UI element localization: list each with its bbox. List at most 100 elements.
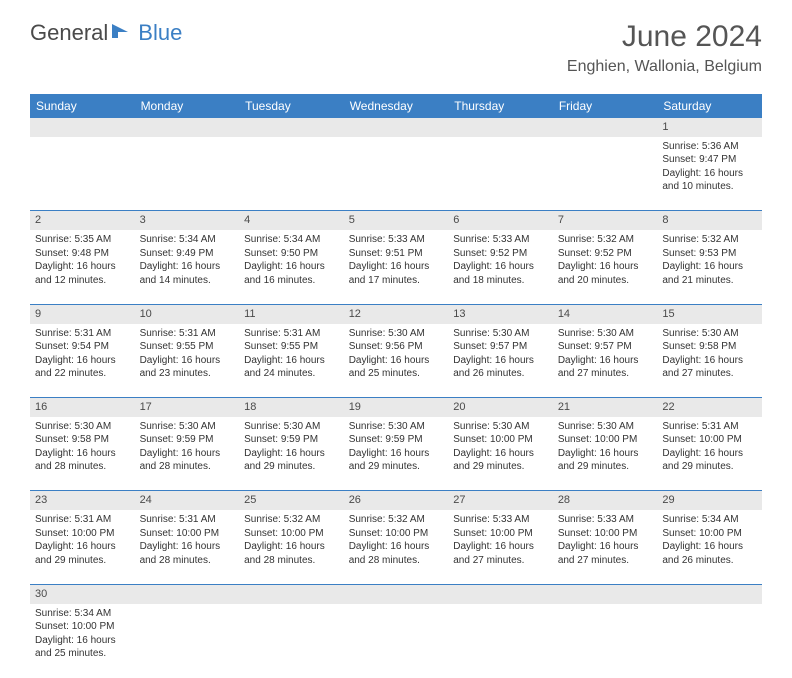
logo: General Blue	[30, 20, 182, 46]
daylight-text: Daylight: 16 hours	[453, 260, 548, 274]
daylight-text: and 12 minutes.	[35, 274, 130, 288]
sunrise-text: Sunrise: 5:31 AM	[244, 327, 339, 341]
day-cell: Sunrise: 5:31 AMSunset: 9:55 PMDaylight:…	[239, 324, 344, 398]
day-number: 7	[553, 211, 658, 230]
day-number: 8	[657, 211, 762, 230]
sunrise-text: Sunrise: 5:34 AM	[244, 233, 339, 247]
day-number: 12	[344, 304, 449, 323]
day-number: 2	[30, 211, 135, 230]
sunset-text: Sunset: 9:59 PM	[349, 433, 444, 447]
sunrise-text: Sunrise: 5:30 AM	[140, 420, 235, 434]
title-block: June 2024 Enghien, Wallonia, Belgium	[567, 20, 762, 76]
sunset-text: Sunset: 10:00 PM	[35, 527, 130, 541]
day-number: 28	[553, 491, 658, 510]
daylight-text: Daylight: 16 hours	[558, 447, 653, 461]
day-cell: Sunrise: 5:35 AMSunset: 9:48 PMDaylight:…	[30, 230, 135, 304]
week-row: Sunrise: 5:30 AM Sunset: 9:58 PM Daylight:…	[30, 417, 762, 491]
daylight-text: and 26 minutes.	[662, 554, 757, 568]
logo-text-general: General	[30, 20, 108, 46]
daylight-text: and 21 minutes.	[662, 274, 757, 288]
day-cell: Sunrise: 5:30 AMSunset: 9:59 PMDaylight:…	[239, 417, 344, 491]
day-number: 22	[657, 398, 762, 417]
day-cell: Sunrise: 5:34 AMSunset: 9:49 PMDaylight:…	[135, 230, 240, 304]
sunrise-text: Sunrise: 5:32 AM	[662, 233, 757, 247]
sunset-text: Sunset: 10:00 PM	[244, 527, 339, 541]
day-cell: Sunrise: 5:33 AMSunset: 9:51 PMDaylight:…	[344, 230, 449, 304]
daylight-text: Daylight: 16 hours	[140, 540, 235, 554]
daylight-text: Daylight: 16 hours	[558, 354, 653, 368]
day-cell: Sunrise: 5:31 AMSunset: 9:55 PMDaylight:…	[135, 324, 240, 398]
day-number: 5	[344, 211, 449, 230]
day-number: 3	[135, 211, 240, 230]
sunrise-text: Sunrise: 5:33 AM	[453, 233, 548, 247]
day-cell: Sunrise: 5:30 AMSunset: 9:57 PMDaylight:…	[448, 324, 553, 398]
sunrise-text: Sunrise: 5:30 AM	[453, 420, 548, 434]
sunset-text: Sunset: 10:00 PM	[453, 527, 548, 541]
day-cell: Sunrise: 5:32 AMSunset: 9:52 PMDaylight:…	[553, 230, 658, 304]
sunset-text: Sunset: 9:59 PM	[140, 433, 235, 447]
sunset-text: Sunset: 9:52 PM	[558, 247, 653, 261]
sunset-text: Sunset: 9:55 PM	[244, 340, 339, 354]
daynum-row: 2345678	[30, 211, 762, 230]
empty-cell	[553, 118, 658, 137]
sunrise-text: Sunrise: 5:34 AM	[35, 607, 130, 621]
daylight-text: and 14 minutes.	[140, 274, 235, 288]
day-number: 30	[30, 584, 135, 603]
daylight-text: and 27 minutes.	[662, 367, 757, 381]
sunrise-text: Sunrise: 5:33 AM	[558, 513, 653, 527]
day-cell: Sunrise: 5:33 AMSunset: 10:00 PMDaylight…	[448, 510, 553, 584]
daylight-text: Daylight: 16 hours	[244, 447, 339, 461]
day-cell: Sunrise: 5:36 AMSunset: 9:47 PMDaylight:…	[657, 137, 762, 211]
sunset-text: Sunset: 9:50 PM	[244, 247, 339, 261]
empty-cell	[30, 137, 135, 211]
day-number: 13	[448, 304, 553, 323]
sunrise-text: Sunrise: 5:30 AM	[244, 420, 339, 434]
week-row: Sunrise: 5:31 AMSunset: 10:00 PMDaylight…	[30, 510, 762, 584]
day-cell: Sunrise: 5:31 AMSunset: 10:00 PMDaylight…	[135, 510, 240, 584]
day-cell: Sunrise: 5:32 AMSunset: 10:00 PMDaylight…	[239, 510, 344, 584]
daylight-text: Daylight: 16 hours	[453, 540, 548, 554]
day-number: 4	[239, 211, 344, 230]
sunrise-text: Sunrise: 5:32 AM	[558, 233, 653, 247]
daylight-text: and 16 minutes.	[244, 274, 339, 288]
sunrise-text: Sunrise: 5:30 AM	[662, 327, 757, 341]
daylight-text: and 28 minutes.	[244, 554, 339, 568]
sunrise-text: Sunrise: 5:32 AM	[349, 513, 444, 527]
daylight-text: Daylight: 16 hours	[244, 540, 339, 554]
sunset-text: Sunset: 9:57 PM	[453, 340, 548, 354]
daylight-text: and 29 minutes.	[35, 554, 130, 568]
day-header: Thursday	[448, 94, 553, 118]
empty-cell	[239, 604, 344, 678]
day-cell: Sunrise: 5:30 AMSunset: 9:59 PMDaylight:…	[344, 417, 449, 491]
sunrise-text: Sunrise: 5:33 AM	[453, 513, 548, 527]
daylight-text: Daylight: 16 hours	[349, 540, 444, 554]
daylight-text: Daylight: 16 hours	[662, 167, 757, 181]
day-cell: Sunrise: 5:30 AMSunset: 10:00 PMDaylight…	[448, 417, 553, 491]
day-cell: Sunrise: 5:31 AMSunset: 10:00 PMDaylight…	[657, 417, 762, 491]
day-number: 6	[448, 211, 553, 230]
day-cell: Sunrise: 5:32 AMSunset: 10:00 PMDaylight…	[344, 510, 449, 584]
sunset-text: Sunset: 9:58 PM	[35, 433, 130, 447]
sunset-text: Sunset: 9:54 PM	[35, 340, 130, 354]
daylight-text: Daylight: 16 hours	[140, 260, 235, 274]
sunrise-text: Sunrise: 5:30 AM	[558, 327, 653, 341]
empty-cell	[30, 118, 135, 137]
day-header: Sunday	[30, 94, 135, 118]
sunrise-text: Sunrise: 5:31 AM	[662, 420, 757, 434]
daynum-row: 30	[30, 584, 762, 603]
day-number: 26	[344, 491, 449, 510]
day-cell: Sunrise: 5:30 AMSunset: 9:58 PMDaylight:…	[657, 324, 762, 398]
empty-cell	[135, 584, 240, 603]
sunrise-text: Sunrise: 5:36 AM	[662, 140, 757, 154]
calendar-table: SundayMondayTuesdayWednesdayThursdayFrid…	[30, 94, 762, 678]
sunset-text: Sunset: 10:00 PM	[140, 527, 235, 541]
sunrise-text: Sunrise: 5:31 AM	[140, 513, 235, 527]
sunset-text: Sunset: 9:51 PM	[349, 247, 444, 261]
empty-cell	[657, 604, 762, 678]
daylight-text: and 29 minutes.	[558, 460, 653, 474]
daylight-text: and 27 minutes.	[558, 367, 653, 381]
empty-cell	[448, 118, 553, 137]
daylight-text: Daylight: 16 hours	[558, 540, 653, 554]
empty-cell	[448, 604, 553, 678]
daylight-text: Daylight: 16 hours	[349, 260, 444, 274]
